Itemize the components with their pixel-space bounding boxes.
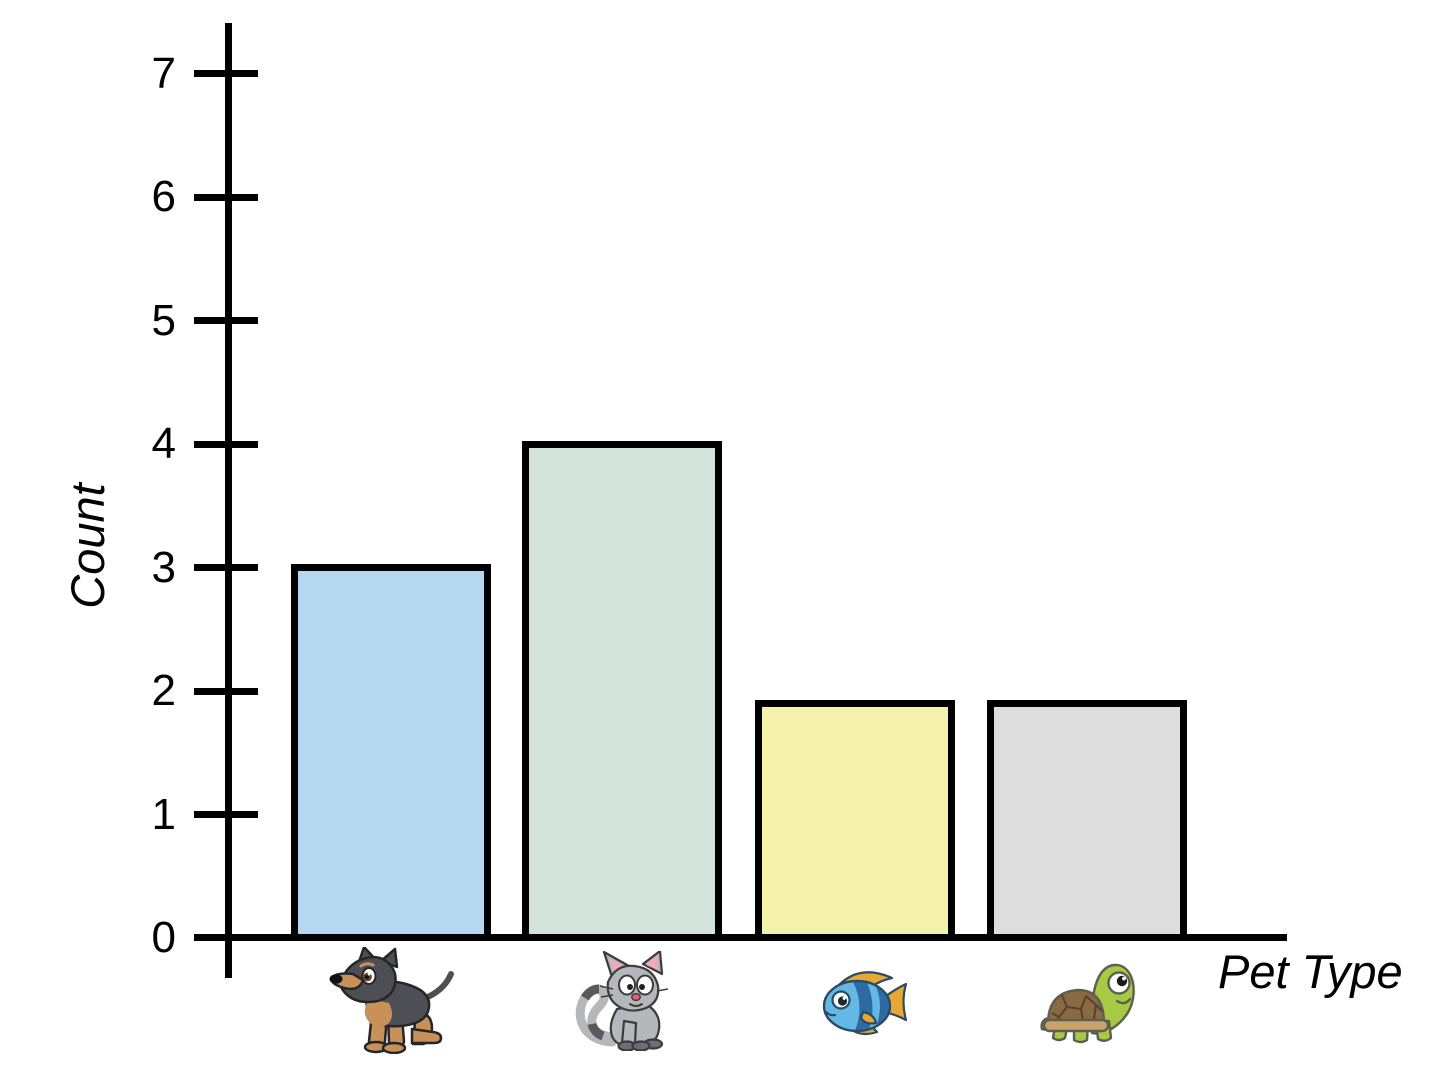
- y-axis-tick-label-4: 4: [151, 419, 176, 469]
- y-axis-line: [225, 23, 232, 978]
- y-axis-tick-label-3: 3: [151, 542, 176, 592]
- x-axis-line: [194, 934, 1287, 941]
- bar-fish: [755, 699, 955, 942]
- y-axis-tick-2: [194, 687, 258, 695]
- dog-icon: [329, 945, 454, 1055]
- y-axis-tick-label-5: 5: [151, 295, 176, 345]
- y-axis-tick-4: [194, 440, 258, 448]
- y-axis-tick-label-7: 7: [151, 48, 176, 98]
- y-axis-tick-label-2: 2: [151, 666, 176, 716]
- x-tick-icon-dog: [328, 945, 460, 1059]
- y-axis-tick-5: [194, 317, 258, 325]
- bar-turtle: [987, 699, 1187, 942]
- y-axis-tick-label-0: 0: [151, 913, 176, 962]
- y-axis-title: Count: [61, 483, 114, 609]
- bar-cat: [522, 440, 722, 942]
- y-axis-tick-6: [194, 193, 258, 201]
- y-axis-tick-1: [194, 811, 258, 819]
- turtle-icon: [1040, 963, 1135, 1044]
- x-axis-title: Pet Type: [1218, 945, 1403, 998]
- bar-dog: [291, 564, 491, 942]
- x-tick-icon-fish: [813, 961, 909, 1044]
- y-axis-tick-label-1: 1: [151, 789, 176, 839]
- cat-icon: [575, 949, 669, 1052]
- x-tick-icon-cat: [572, 949, 669, 1056]
- y-axis-tick-label-6: 6: [151, 172, 176, 222]
- y-axis-tick-3: [194, 564, 258, 572]
- fish-icon: [822, 971, 908, 1036]
- x-tick-icon-turtle: [1040, 955, 1140, 1050]
- y-axis-tick-7: [194, 70, 258, 78]
